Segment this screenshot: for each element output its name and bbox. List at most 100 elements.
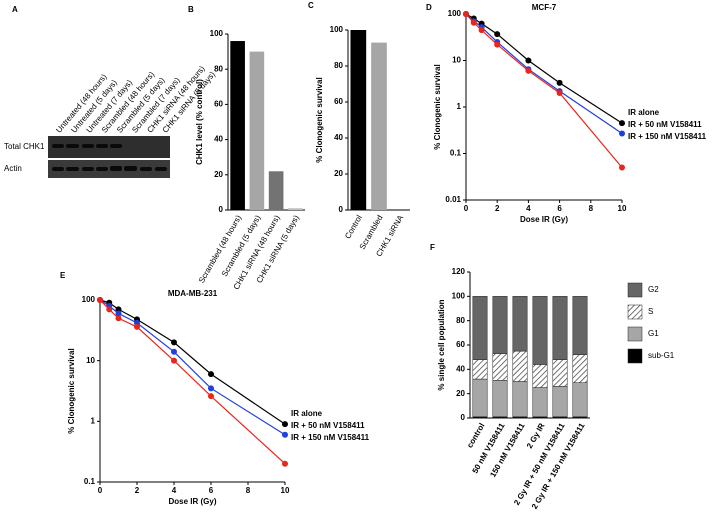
bar-segment — [472, 378, 488, 418]
legend-label: sub-G1 — [648, 351, 675, 360]
bar-segment — [552, 359, 568, 387]
panel-label: A — [12, 5, 18, 14]
data-point — [282, 421, 288, 428]
band-label: Total CHK1 — [4, 142, 45, 151]
x-tick-label: 4 — [172, 486, 177, 495]
y-axis-label: % Clonogenic survival — [433, 64, 442, 149]
data-point — [208, 371, 214, 378]
data-point — [470, 19, 477, 26]
data-point — [463, 11, 469, 17]
y-tick-label: 0.1 — [84, 477, 96, 486]
y-tick-label: 0.01 — [445, 195, 461, 204]
y-tick-label: 10 — [86, 356, 95, 365]
bar-segment — [532, 296, 548, 365]
bar-segment — [572, 382, 588, 418]
y-tick-label: 20 — [456, 389, 465, 398]
y-tick-label: 100 — [330, 25, 344, 34]
x-tick-label: 2 — [135, 486, 140, 495]
x-tick-label: control — [465, 422, 486, 450]
x-tick-label: 10 — [618, 204, 627, 213]
y-tick-label: 120 — [452, 267, 466, 276]
bar — [288, 208, 303, 210]
data-point — [171, 357, 177, 364]
y-axis-label: % single cell population — [437, 299, 446, 390]
x-tick-label: 8 — [589, 204, 594, 213]
data-point — [478, 27, 485, 34]
y-tick-label: 40 — [456, 364, 465, 373]
series-label: IR + 50 nM V158411 — [628, 120, 702, 129]
panel-label: D — [426, 3, 432, 12]
panel-label: E — [60, 271, 66, 280]
y-tick-label: 0 — [339, 205, 344, 214]
x-tick-label: 0 — [98, 486, 103, 495]
x-tick-label: 10 — [281, 486, 290, 495]
y-tick-label: 40 — [334, 133, 343, 142]
data-point — [282, 431, 288, 438]
data-point — [556, 90, 563, 97]
bar-segment — [512, 296, 528, 352]
series-label: IR + 150 nM V158411 — [628, 132, 707, 141]
y-tick-label: 1 — [457, 102, 462, 111]
data-point — [134, 323, 140, 330]
bar-segment — [472, 296, 488, 360]
y-tick-label: 40 — [214, 135, 223, 144]
legend-swatch — [627, 348, 643, 364]
data-point — [619, 164, 625, 171]
bar-segment — [532, 364, 548, 388]
x-axis-label: Dose IR (Gy) — [168, 497, 216, 506]
y-tick-label: 80 — [456, 316, 465, 325]
series-line — [99, 299, 286, 436]
data-point — [208, 385, 214, 392]
series-label: IR alone — [291, 409, 323, 418]
data-point — [525, 67, 532, 74]
data-point — [208, 393, 214, 400]
y-axis-label: % Clonogenic survival — [67, 348, 76, 433]
data-point — [115, 315, 122, 322]
y-tick-label: 100 — [448, 9, 462, 18]
bar — [268, 171, 284, 210]
x-tick-label: 8 — [246, 486, 251, 495]
bar-segment — [472, 359, 488, 380]
bar-segment — [532, 387, 548, 418]
y-tick-label: 1 — [91, 416, 96, 425]
legend-label: G1 — [648, 329, 659, 338]
data-point — [525, 57, 532, 64]
chart-title: MDA-MB-231 — [168, 289, 218, 298]
x-tick-label: 0 — [464, 204, 469, 213]
band-label: Actin — [4, 164, 22, 173]
data-point — [556, 79, 563, 86]
x-tick-label: 6 — [557, 204, 562, 213]
bar-segment — [512, 350, 528, 382]
bar-segment — [572, 296, 588, 355]
bar-segment — [492, 353, 508, 381]
panel-label: F — [430, 243, 435, 252]
data-point — [171, 339, 177, 346]
y-tick-label: 100 — [82, 295, 96, 304]
data-point — [171, 348, 177, 355]
bar-segment — [552, 386, 568, 418]
blot-strip — [48, 136, 170, 158]
x-tick-label: 2 Gy IR — [525, 421, 547, 450]
bar-segment — [512, 381, 528, 418]
panel-label: B — [188, 5, 194, 14]
y-tick-label: 20 — [214, 170, 223, 179]
y-tick-label: 100 — [452, 291, 466, 300]
panel-label: C — [308, 1, 314, 10]
y-tick-label: 0 — [219, 205, 224, 214]
legend-swatch — [627, 304, 643, 320]
y-tick-label: 60 — [214, 100, 223, 109]
series-label: IR + 150 nM V158411 — [291, 433, 370, 442]
legend-swatch — [627, 282, 643, 298]
series-label: IR alone — [628, 108, 660, 117]
data-point — [619, 130, 625, 137]
data-point — [106, 306, 113, 313]
bar — [391, 209, 408, 210]
x-tick-label: 2 — [495, 204, 500, 213]
bar-segment — [492, 380, 508, 418]
series-line — [99, 299, 286, 465]
x-tick-label: Control — [343, 213, 364, 240]
y-tick-label: 80 — [334, 61, 343, 70]
y-tick-label: 60 — [334, 97, 343, 106]
chart-title: MCF-7 — [532, 3, 557, 12]
data-point — [619, 120, 625, 127]
